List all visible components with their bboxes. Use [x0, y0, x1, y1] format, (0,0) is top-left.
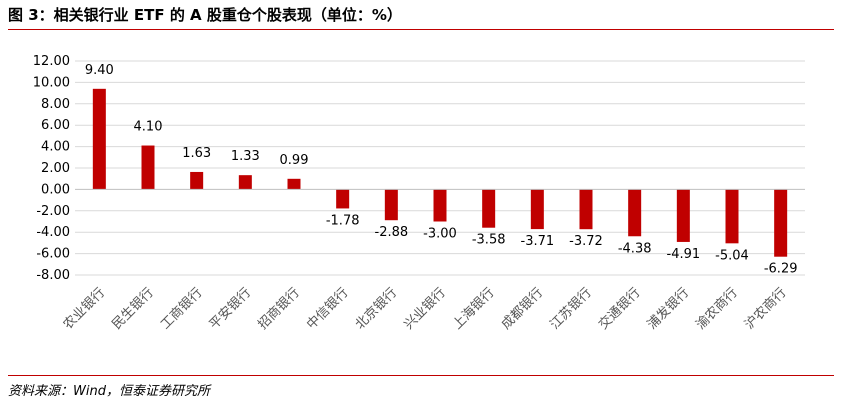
- data-label: -5.04: [715, 248, 749, 263]
- bar: [530, 189, 544, 230]
- data-label: 0.99: [280, 153, 309, 168]
- data-label: -3.71: [521, 234, 555, 249]
- bar: [190, 171, 204, 190]
- category-label: 农业银行: [61, 285, 108, 332]
- category-label: 工商银行: [158, 285, 205, 332]
- bar: [287, 178, 301, 190]
- data-label: -6.29: [764, 262, 798, 277]
- figure-title: 图 3：相关银行业 ETF 的 A 股重仓个股表现（单位：%）: [8, 6, 402, 24]
- bar: [238, 175, 252, 190]
- data-label: -4.91: [667, 247, 701, 262]
- category-label: 交通银行: [595, 285, 643, 333]
- data-label: 4.10: [134, 120, 163, 135]
- data-label: -3.58: [472, 233, 506, 248]
- source-divider: [8, 375, 834, 376]
- bar: [628, 189, 642, 237]
- title-divider: [8, 29, 834, 30]
- category-label: 招商银行: [255, 285, 302, 332]
- bar: [141, 145, 155, 190]
- data-label: -4.38: [618, 241, 652, 256]
- y-tick-label: -2.00: [36, 204, 70, 219]
- bar: [579, 189, 593, 230]
- data-label: -1.78: [326, 213, 360, 228]
- category-label: 上海银行: [450, 285, 497, 332]
- data-label: -3.00: [423, 227, 457, 242]
- data-label: 9.40: [85, 63, 114, 78]
- y-tick-label: 4.00: [41, 140, 70, 155]
- y-tick-label: 8.00: [41, 97, 70, 112]
- bar: [725, 189, 739, 244]
- data-label: 1.33: [231, 149, 260, 164]
- y-tick-label: -8.00: [36, 268, 70, 283]
- y-tick-label: 12.00: [33, 54, 70, 69]
- data-label: -2.88: [375, 225, 409, 240]
- bar: [676, 189, 690, 242]
- category-label: 成都银行: [499, 285, 546, 332]
- data-label: -3.72: [569, 234, 603, 249]
- category-label: 北京银行: [353, 285, 400, 332]
- category-label: 民生银行: [109, 285, 156, 332]
- y-tick-label: 10.00: [33, 75, 70, 90]
- figure-source: 资料来源：Wind，恒泰证券研究所: [8, 384, 210, 399]
- category-label: 渝农商行: [693, 285, 741, 333]
- category-label: 江苏银行: [547, 285, 595, 333]
- bar: [482, 189, 496, 228]
- category-label: 兴业银行: [401, 285, 448, 332]
- y-tick-label: -6.00: [36, 247, 70, 262]
- y-tick-label: 0.00: [41, 182, 70, 197]
- y-tick-label: 6.00: [41, 118, 70, 133]
- data-label: 1.63: [182, 146, 211, 161]
- y-tick-label: 2.00: [41, 161, 70, 176]
- bar: [336, 189, 350, 209]
- bar: [92, 88, 106, 190]
- category-label: 平安银行: [207, 285, 254, 332]
- category-label: 中信银行: [304, 285, 351, 332]
- bar: [774, 189, 788, 257]
- bar: [384, 189, 398, 221]
- category-label: 沪农商行: [741, 285, 789, 333]
- bar: [433, 189, 447, 222]
- y-tick-label: -4.00: [36, 225, 70, 240]
- category-label: 浦发银行: [644, 285, 692, 333]
